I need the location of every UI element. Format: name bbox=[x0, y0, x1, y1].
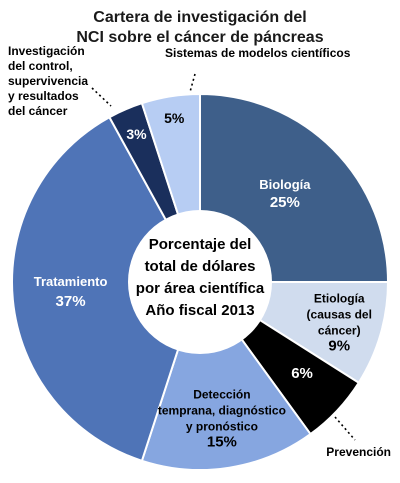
slice-label-deteccion: temprana, diagnóstico bbox=[158, 403, 286, 417]
leader-line-prevencion bbox=[334, 416, 356, 441]
external-label-control: supervivencia bbox=[8, 74, 88, 88]
slice-deteccion bbox=[140, 279, 312, 471]
slice-label-deteccion: Detección bbox=[193, 387, 250, 401]
slice-value-deteccion: 15% bbox=[207, 433, 237, 450]
center-label-line: Año fiscal 2013 bbox=[145, 302, 254, 319]
slice-label-etiologia: cáncer) bbox=[318, 323, 361, 337]
slice-value-etiologia: 9% bbox=[328, 337, 350, 354]
slice-label-tratamiento: Tratamiento bbox=[34, 274, 108, 289]
center-label-line: total de dólares bbox=[145, 258, 256, 275]
external-label-sistemas: Sistemas de modelos científicos bbox=[165, 46, 351, 60]
chart-title-line: NCI sobre el cáncer de páncreas bbox=[76, 29, 323, 46]
external-label-control: y resultados bbox=[8, 89, 79, 103]
donut-hole bbox=[128, 210, 272, 354]
slice-label-deteccion: y pronóstico bbox=[186, 419, 258, 433]
external-label-control: del cáncer bbox=[8, 104, 68, 118]
slice-value-prevencion: 6% bbox=[291, 365, 313, 382]
slice-label-biologia: Biología bbox=[259, 177, 311, 192]
external-label-control: Investigación bbox=[8, 44, 85, 58]
external-label-control: del control, bbox=[8, 59, 73, 73]
slice-value-biologia: 25% bbox=[270, 194, 300, 211]
slice-value-sistemas: 5% bbox=[164, 110, 185, 126]
external-label-prevencion: Prevención bbox=[326, 445, 391, 459]
slice-tratamiento bbox=[11, 115, 202, 463]
chart-title-line: Cartera de investigación del bbox=[93, 9, 306, 26]
slice-label-etiologia: (causas del bbox=[307, 307, 372, 321]
slice-labels: Biología 25% Etiología (causas del cáncer)9%… bbox=[8, 44, 391, 459]
chart-title: Cartera de investigación del NCI sobre el… bbox=[76, 9, 323, 46]
leader-lines bbox=[91, 73, 356, 441]
slice-label-etiologia: Etiología bbox=[314, 291, 365, 305]
leader-line-control bbox=[91, 87, 112, 107]
slice-value-tratamiento: 37% bbox=[56, 293, 86, 310]
leader-line-sistemas bbox=[189, 73, 196, 93]
center-label-line: por área científica bbox=[136, 280, 265, 297]
slice-value-control: 3% bbox=[126, 126, 147, 142]
center-label-line: Porcentaje del bbox=[149, 236, 252, 253]
center-label: Porcentaje del total de dólares por área c… bbox=[136, 236, 265, 319]
